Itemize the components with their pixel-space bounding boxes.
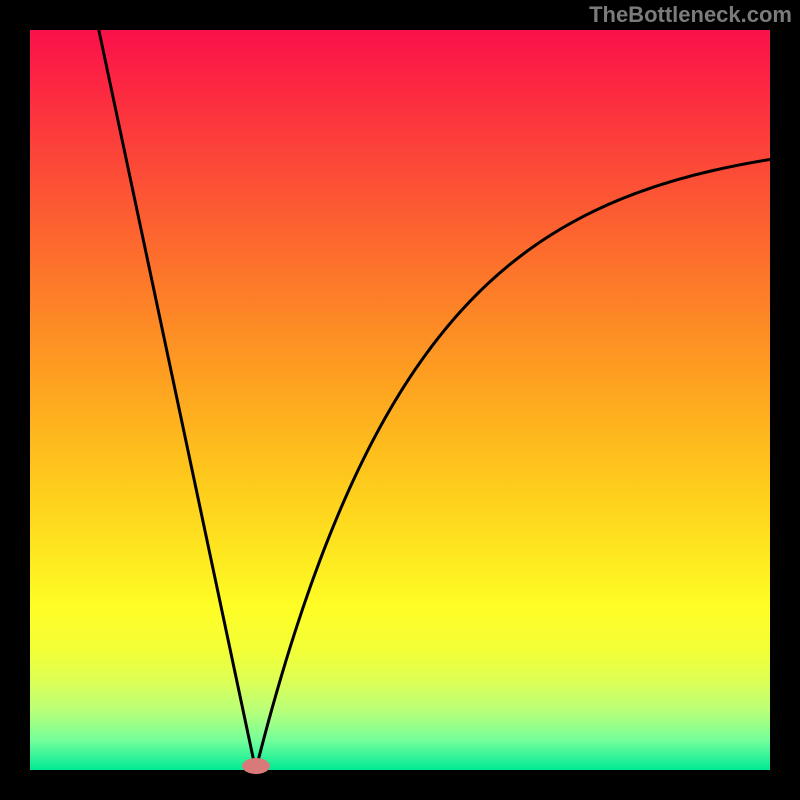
chart-container: TheBottleneck.com xyxy=(0,0,800,800)
bottleneck-curve xyxy=(30,30,770,770)
watermark: TheBottleneck.com xyxy=(589,2,792,28)
plot-area xyxy=(30,30,770,770)
optimal-point-marker xyxy=(242,758,270,774)
